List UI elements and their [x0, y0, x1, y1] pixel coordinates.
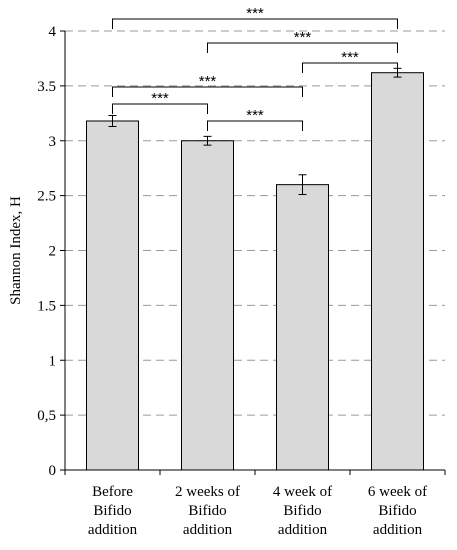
x-category-label: 2 weeks of Bifido addition [175, 484, 240, 538]
y-tick-label: 2.5 [37, 189, 56, 205]
x-category-label-line: Bifido [188, 503, 226, 519]
x-category-label-line: addition [88, 522, 138, 538]
x-category-label-line: Bifido [93, 503, 131, 519]
significance-label: *** [294, 29, 312, 46]
y-tick-label: 1.5 [37, 298, 56, 314]
significance-bracket [207, 42, 398, 53]
x-category-label-line: 4 week of [273, 484, 332, 500]
significance-bracket [112, 103, 208, 114]
bar [276, 184, 329, 471]
x-category-label-line: Before [92, 484, 133, 500]
significance-bracket [112, 86, 303, 97]
x-category-label-line: addition [278, 522, 328, 538]
significance-label: *** [199, 73, 217, 90]
x-category-label-line: 6 week of [368, 484, 427, 500]
x-category-label-line: Bifido [378, 503, 416, 519]
x-category-label-line: addition [373, 522, 423, 538]
bar [86, 120, 139, 471]
y-tick-label: 0 [49, 463, 57, 479]
bar [181, 140, 234, 471]
x-category-label: Before Bifido addition [88, 484, 138, 538]
y-axis-title: Shannon Index, H [8, 196, 24, 305]
y-tick-label: 1 [49, 353, 57, 369]
y-tick-label: 3.5 [37, 79, 56, 95]
y-tick-label: 2 [49, 244, 57, 260]
significance-bracket [112, 18, 398, 29]
bar [371, 72, 424, 471]
x-category-label-line: addition [183, 522, 233, 538]
x-category-label: 4 week of Bifido addition [273, 484, 332, 538]
x-category-label-line: 2 weeks of [175, 484, 240, 500]
significance-bracket [207, 120, 303, 131]
significance-bracket [302, 62, 398, 73]
x-category-label-line: Bifido [283, 503, 321, 519]
significance-label: *** [246, 5, 264, 22]
significance-label: *** [341, 49, 359, 66]
y-tick-label: 4 [49, 24, 57, 40]
significance-label: *** [151, 90, 169, 107]
y-tick-label: 0,5 [37, 408, 56, 424]
x-category-label: 6 week of Bifido addition [368, 484, 427, 538]
y-tick-label: 3 [49, 134, 57, 150]
significance-label: *** [246, 107, 264, 124]
